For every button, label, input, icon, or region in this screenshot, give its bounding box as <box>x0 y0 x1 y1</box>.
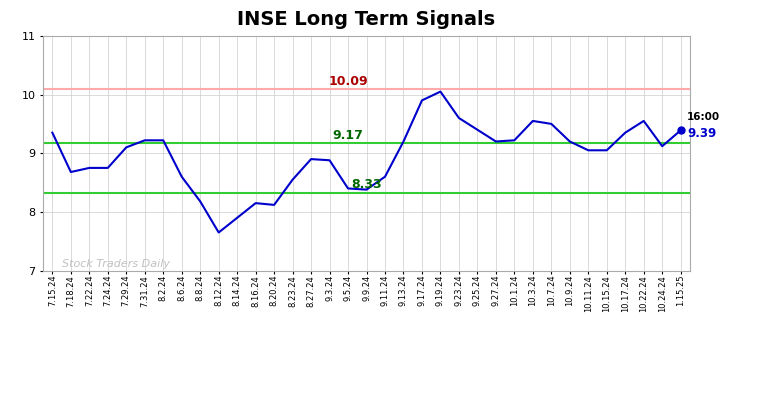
Text: 10.09: 10.09 <box>328 74 368 88</box>
Point <box>674 127 687 133</box>
Title: INSE Long Term Signals: INSE Long Term Signals <box>238 10 495 29</box>
Text: 8.33: 8.33 <box>351 178 382 191</box>
Text: 16:00: 16:00 <box>687 112 720 123</box>
Text: Stock Traders Daily: Stock Traders Daily <box>62 259 169 269</box>
Text: 9.17: 9.17 <box>332 129 364 142</box>
Text: 9.39: 9.39 <box>687 127 717 140</box>
